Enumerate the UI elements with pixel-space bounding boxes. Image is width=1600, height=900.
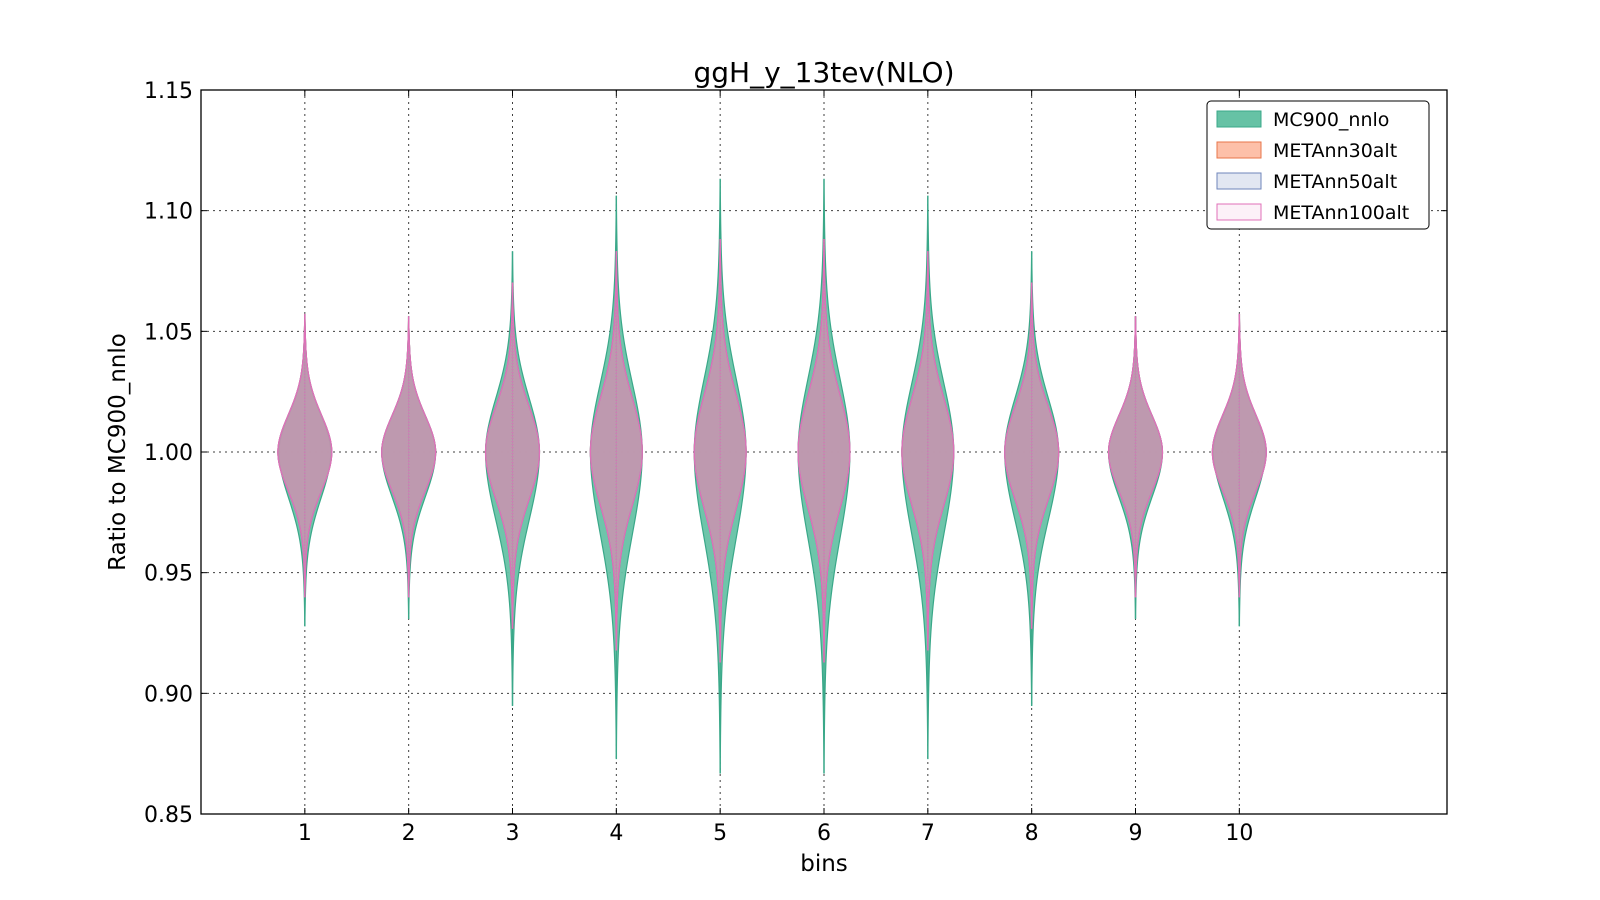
legend-box [1206, 100, 1430, 230]
y-tick-label: 1.00 [144, 441, 193, 466]
legend-swatch [1216, 110, 1262, 128]
y-tick-label: 1.15 [144, 79, 193, 104]
violin-METAnn100alt-bin-6 [797, 239, 851, 663]
legend-swatch [1216, 203, 1262, 221]
y-tick-label: 0.85 [144, 803, 193, 828]
x-tick-label: 7 [921, 821, 935, 846]
chart-title: ggH_y_13tev(NLO) [693, 56, 954, 89]
x-tick-label: 2 [402, 821, 416, 846]
x-tick-label: 1 [298, 821, 312, 846]
legend-label: MC900_nnlo [1273, 109, 1389, 131]
violins [277, 178, 1267, 774]
x-axis-label: bins [800, 851, 848, 877]
series-METAnn100alt [277, 239, 1267, 663]
violin-METAnn100alt-bin-7 [901, 251, 955, 651]
x-tick-label: 8 [1025, 821, 1039, 846]
violin-METAnn100alt-bin-5 [693, 239, 747, 663]
x-tick-label: 4 [609, 821, 623, 846]
legend-swatch [1216, 172, 1262, 190]
legend-label: METAnn100alt [1273, 202, 1409, 224]
x-tick-label: 10 [1225, 821, 1253, 846]
legend-swatch [1216, 141, 1262, 159]
y-axis-label: Ratio to MC900_nnlo [105, 333, 131, 571]
x-tick-label: 3 [506, 821, 520, 846]
violin-METAnn100alt-bin-4 [589, 251, 643, 651]
y-tick-label: 1.05 [144, 320, 193, 345]
x-tick-label: 6 [817, 821, 831, 846]
violin-METAnn100alt-bin-9 [1107, 316, 1164, 598]
y-tick-label: 0.95 [144, 562, 193, 587]
axis-ticks: 0.85 0.90 0.95 1.00 1.05 1.10 1.15 1 2 3 4 5 6 7 8 9 10 [144, 79, 1447, 846]
y-tick-label: 1.10 [144, 200, 193, 225]
violin-METAnn100alt-bin-2 [381, 316, 437, 598]
legend-label: METAnn50alt [1273, 171, 1397, 193]
x-tick-label: 9 [1129, 821, 1143, 846]
x-tick-label: 5 [713, 821, 727, 846]
legend: MC900_nnlo METAnn30alt METAnn50alt METAnn10… [1206, 100, 1430, 230]
y-tick-label: 0.90 [144, 682, 193, 707]
legend-label: METAnn30alt [1273, 140, 1397, 162]
